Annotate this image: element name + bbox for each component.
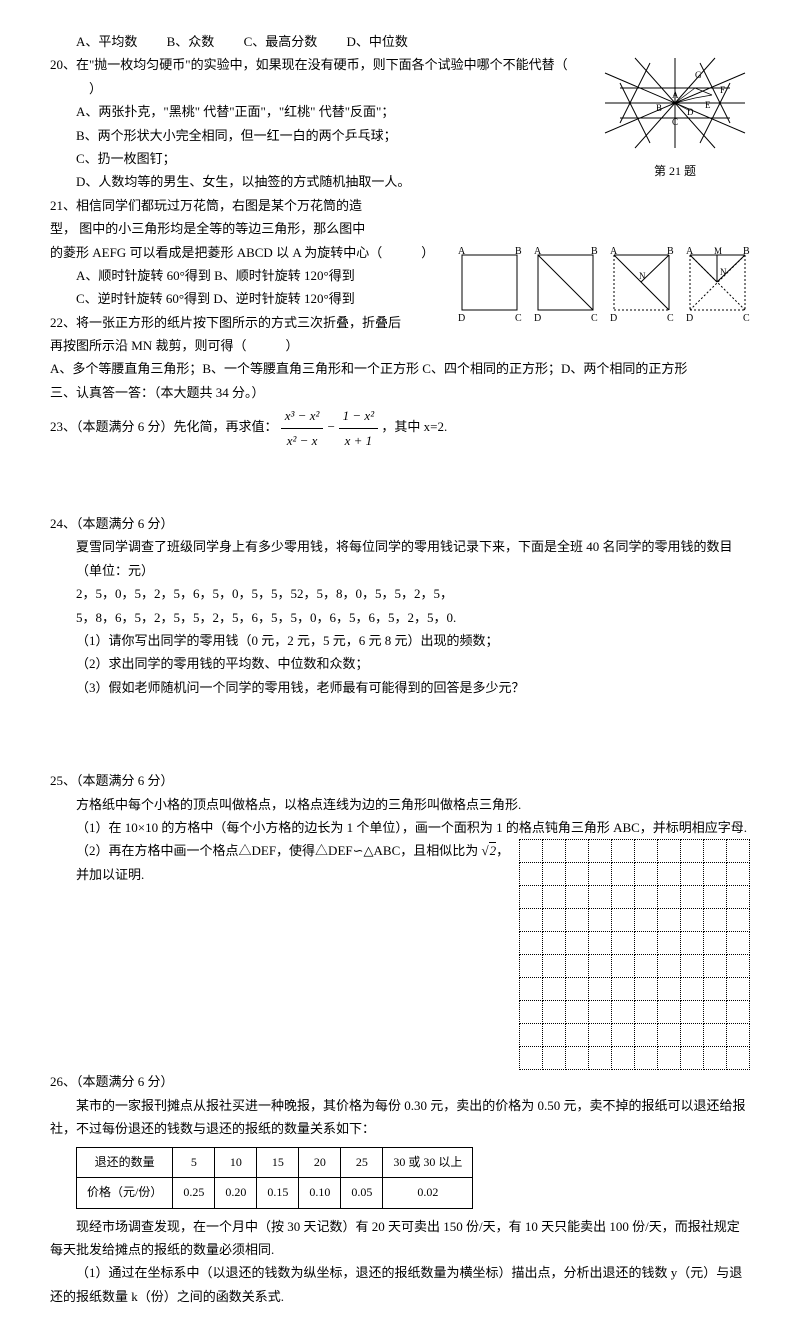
q24-s1: （1）请你写出同学的零用钱（0 元，2 元，5 元，6 元 8 元）出现的频数； xyxy=(50,629,750,652)
q24-head: 24、（本题满分 6 分） xyxy=(50,512,750,535)
q24-d1: 2，5，0，5，2，5，6，5，0，5，5，52，5，8，0，5，5，2，5， xyxy=(50,582,750,605)
q25-p1: 方格纸中每个小格的顶点叫做格点，以格点连线为边的三角形叫做格点三角形. xyxy=(50,793,750,816)
grid-10x10 xyxy=(519,839,750,1070)
q23-tail: ，其中 x=2. xyxy=(381,419,447,434)
q22-stem1: 22、将一张正方形的纸片按下图所示的方式三次折叠，折叠后 xyxy=(50,311,452,334)
q26-p1: 某市的一家报刊摊点从报社买进一种晚报，其价格为每份 0.30 元，卖出的价格为 … xyxy=(50,1094,750,1141)
svg-text:G: G xyxy=(695,70,702,80)
svg-text:B: B xyxy=(743,246,750,257)
svg-text:M: M xyxy=(714,246,722,256)
svg-text:C: C xyxy=(515,313,522,324)
q23-frac2: 1 − x² x + 1 xyxy=(339,404,378,452)
svg-text:D: D xyxy=(610,313,617,324)
fig21-caption: 第 21 题 xyxy=(600,161,750,183)
svg-text:D: D xyxy=(458,313,465,324)
svg-text:A: A xyxy=(610,246,618,257)
q22-opts: A、多个等腰直角三角形；B、一个等腰直角三角形和一个正方形 C、四个相同的正方形… xyxy=(50,357,750,380)
svg-text:B: B xyxy=(591,246,598,257)
svg-text:D: D xyxy=(686,313,693,324)
svg-text:E: E xyxy=(705,100,711,110)
svg-text:B: B xyxy=(656,103,662,113)
svg-text:C: C xyxy=(743,313,750,324)
q22-stem2: 再按图所示沿 MN 裁剪，则可得（） xyxy=(50,334,750,357)
svg-text:D: D xyxy=(534,313,541,324)
q26-p3: （1）通过在坐标系中（以退还的钱数为纵坐标，退还的报纸数量为横坐标）描出点，分析… xyxy=(50,1261,750,1308)
q26-p2: 现经市场调查发现，在一个月中（按 30 天记数）有 20 天可卖出 150 份/… xyxy=(50,1215,750,1262)
svg-text:A: A xyxy=(458,246,466,257)
q21-ab: A、顺时针旋转 60°得到 B、顺时针旋转 120°得到 xyxy=(50,264,452,287)
svg-text:B: B xyxy=(515,246,522,257)
svg-text:A: A xyxy=(672,90,679,100)
folding-figures: A B D C A B D C N A B D C xyxy=(452,245,750,325)
svg-text:C: C xyxy=(672,117,678,127)
svg-text:N: N xyxy=(639,271,646,281)
q24-s3: （3）假如老师随机问一个同学的零用钱，老师最有可能得到的回答是多少元？ xyxy=(50,676,750,699)
q21-stem3: 的菱形 AEFG 可以看成是把菱形 ABCD 以 A 为旋转中心（） xyxy=(50,241,452,264)
q23-frac1: x³ − x² x² − x xyxy=(281,404,324,452)
q21-stem2: 型， 图中的小三角形均是全等的等边三角形，那么图中 xyxy=(50,217,750,240)
q19-options: A、平均数 B、众数 C、最高分数 D、中位数 xyxy=(50,30,750,53)
q25-p2: （1）在 10×10 的方格中（每个小方格的边长为 1 个单位），画一个面积为 … xyxy=(50,816,750,839)
q23-stem: 23、（本题满分 6 分）先化简，再求值： xyxy=(50,419,278,434)
q21-q22-row: 的菱形 AEFG 可以看成是把菱形 ABCD 以 A 为旋转中心（） A、顺时针… xyxy=(50,241,750,335)
svg-text:A: A xyxy=(534,246,542,257)
q23: 23、（本题满分 6 分）先化简，再求值： x³ − x² x² − x − 1… xyxy=(50,404,750,452)
q19-c: C、最高分数 xyxy=(244,34,318,49)
section3-head: 三、认真答一答：（本大题共 34 分。） xyxy=(50,381,750,404)
q19-a: A、平均数 xyxy=(76,34,137,49)
q25-head: 25、（本题满分 6 分） xyxy=(50,769,750,792)
minus-sign: − xyxy=(327,419,339,434)
svg-text:D: D xyxy=(687,107,694,117)
svg-text:F: F xyxy=(720,85,725,95)
q24-d2: 5，8，6，5，2，5，5，2，5，6，5，5，0，6，5，6，5，2，5，0. xyxy=(50,606,750,629)
q24-s2: （2）求出同学的零用钱的平均数、中位数和众数； xyxy=(50,652,750,675)
q26-head: 26、（本题满分 6 分） xyxy=(50,1070,750,1093)
svg-text:A: A xyxy=(686,246,694,257)
q24-p1: 夏雪同学调查了班级同学身上有多少零用钱，将每位同学的零用钱记录下来，下面是全班 … xyxy=(50,535,750,582)
sqrt2: 2 xyxy=(482,839,497,862)
svg-text:N: N xyxy=(720,267,727,277)
q19-d: D、中位数 xyxy=(346,34,407,49)
q21-stem1: 21、相信同学们都玩过万花筒，右图是某个万花筒的造 xyxy=(50,194,750,217)
q19-b: B、众数 xyxy=(167,34,215,49)
q21-cd: C、逆时针旋转 60°得到 D、逆时针旋转 120°得到 xyxy=(50,287,452,310)
q26-table: 退还的数量51015202530 或 30 以上 价格（元/份）0.250.20… xyxy=(76,1147,473,1209)
q20-q21-block: G F E A B C D 第 21 题 20、在"抛一枚均匀硬币"的实验中，如… xyxy=(50,53,750,240)
svg-text:C: C xyxy=(667,313,674,324)
kaleidoscope-figure: G F E A B C D 第 21 题 xyxy=(600,53,750,182)
svg-text:B: B xyxy=(667,246,674,257)
svg-text:C: C xyxy=(591,313,598,324)
